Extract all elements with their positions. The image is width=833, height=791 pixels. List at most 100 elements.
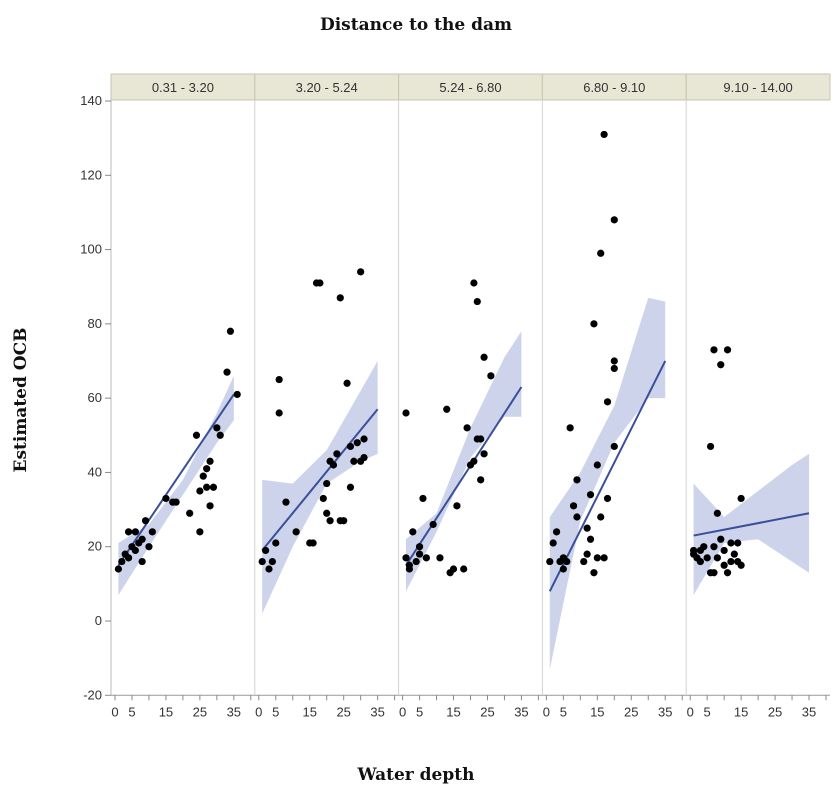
data-point: [546, 557, 554, 566]
data-point: [268, 557, 276, 566]
y-tick-label: 60: [88, 390, 102, 405]
data-point: [124, 528, 133, 536]
data-point: [610, 216, 618, 224]
data-point: [710, 569, 718, 577]
data-point: [275, 409, 283, 417]
x-tick-label: 35: [514, 704, 528, 719]
y-tick-label: 140: [80, 93, 102, 108]
panel: 0.31 - 3.20 0 5 15 25 35: [110, 73, 256, 719]
data-point: [206, 502, 214, 510]
panel-header: [398, 73, 543, 101]
data-point: [275, 375, 283, 384]
data-point: [727, 539, 735, 547]
x-tick-label: 5: [560, 704, 567, 719]
data-point: [717, 361, 725, 369]
data-point: [309, 539, 317, 547]
data-point: [583, 524, 591, 532]
data-point: [323, 479, 331, 488]
data-point: [723, 346, 732, 354]
data-point: [737, 494, 745, 503]
fit-line: [405, 386, 523, 566]
y-tick-label: 80: [88, 316, 102, 331]
data-point: [610, 364, 618, 373]
data-point: [192, 431, 201, 439]
x-tick-label: 0: [255, 704, 262, 719]
data-point: [429, 520, 437, 529]
data-point: [727, 557, 735, 566]
confidence-band: [549, 297, 666, 670]
data-point: [586, 491, 595, 499]
fit-line: [261, 408, 379, 552]
data-point: [593, 554, 601, 562]
x-tick-label: 15: [446, 704, 460, 719]
y-tick-label: 40: [88, 464, 102, 479]
data-point: [265, 565, 273, 573]
data-point: [138, 557, 146, 566]
data-point: [573, 513, 581, 521]
panel: 3.20 - 5.24 0 5 15 25 35: [254, 73, 400, 719]
data-point: [480, 353, 488, 361]
data-point: [138, 535, 146, 543]
data-point: [282, 498, 290, 506]
data-point: [148, 528, 156, 536]
panels-layer: 0.31 - 3.200 5 15 25 353.20 - 5.240 5 15 25 355.…: [110, 73, 831, 719]
data-point: [336, 294, 344, 302]
x-tick-label: 25: [624, 704, 638, 719]
data-point: [213, 424, 221, 432]
y-tick-label: -20: [83, 687, 102, 702]
fit-line: [693, 512, 810, 537]
data-point: [597, 249, 605, 257]
data-point: [449, 565, 458, 573]
data-point: [470, 279, 478, 287]
x-tick-label: 25: [768, 704, 782, 719]
data-point: [480, 450, 488, 458]
data-point: [114, 565, 122, 573]
data-point: [131, 546, 139, 555]
panel: 9.10 - 14.00 0 5 15 25 35: [685, 73, 831, 719]
x-tick-label: 25: [480, 704, 494, 719]
data-point: [223, 368, 231, 376]
data-point: [487, 372, 495, 380]
data-point: [206, 457, 214, 465]
panel-header-label: 6.80 - 9.10: [583, 80, 645, 95]
confidence-band: [118, 375, 234, 595]
confidence-band: [262, 361, 378, 614]
data-point: [610, 442, 618, 451]
data-point: [569, 502, 578, 510]
x-tick-label: 0: [111, 704, 118, 719]
data-point: [261, 546, 270, 555]
data-point: [473, 297, 481, 306]
fit-line: [117, 393, 235, 566]
data-point: [360, 435, 368, 443]
x-tick-label: 5: [128, 704, 135, 719]
data-point: [720, 546, 728, 555]
data-point: [319, 494, 327, 503]
data-point: [463, 424, 471, 432]
x-tick-label: 5: [272, 704, 279, 719]
data-point: [323, 509, 331, 517]
panel-header: [541, 73, 687, 101]
data-point: [186, 509, 194, 517]
data-point: [316, 279, 324, 287]
data-point: [600, 130, 608, 139]
data-point: [415, 550, 424, 558]
data-point: [409, 528, 417, 536]
x-tick-label: 25: [193, 704, 207, 719]
panel-header-label: 5.24 - 6.80: [439, 80, 501, 95]
data-point: [720, 561, 728, 569]
data-point: [405, 561, 413, 569]
data-point: [713, 554, 721, 562]
data-point: [730, 550, 738, 558]
data-point: [706, 442, 715, 451]
data-point: [350, 457, 358, 465]
data-point: [233, 390, 241, 399]
panel: 6.80 - 9.10 0 5 15 25 35: [541, 73, 687, 719]
panel-header-label: 0.31 - 3.20: [152, 80, 214, 95]
data-point: [586, 535, 595, 543]
data-point: [216, 431, 224, 439]
data-point: [226, 327, 235, 335]
data-point: [590, 320, 598, 328]
data-point: [272, 539, 280, 547]
confidence-band: [405, 331, 522, 592]
data-point: [343, 379, 351, 387]
